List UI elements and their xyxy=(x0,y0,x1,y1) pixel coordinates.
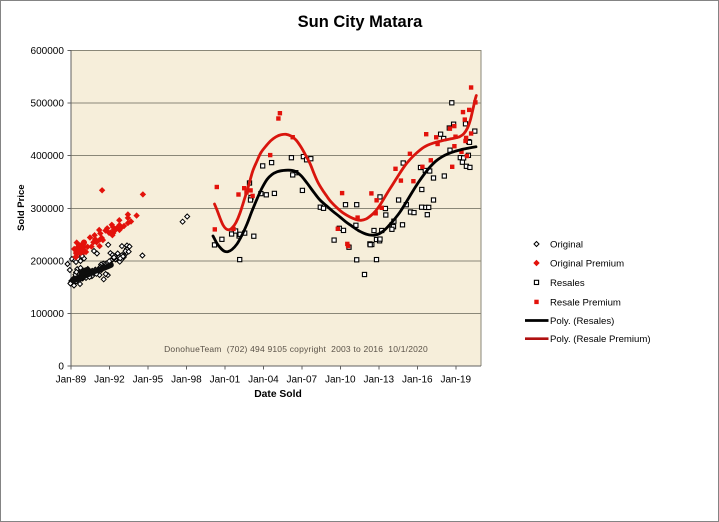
svg-text:Jan-16: Jan-16 xyxy=(402,375,433,386)
svg-text:600000: 600000 xyxy=(31,46,65,57)
svg-text:Jan-07: Jan-07 xyxy=(287,375,318,386)
svg-text:Sun City Matara: Sun City Matara xyxy=(298,13,424,31)
svg-text:400000: 400000 xyxy=(31,151,65,162)
svg-text:Jan-04: Jan-04 xyxy=(248,375,279,386)
svg-text:Sold Price: Sold Price xyxy=(16,184,27,230)
svg-text:Resales: Resales xyxy=(550,278,585,289)
svg-text:Poly. (Resales): Poly. (Resales) xyxy=(550,316,614,327)
svg-text:Jan-98: Jan-98 xyxy=(171,375,202,386)
svg-text:200000: 200000 xyxy=(31,256,65,267)
svg-text:Jan-19: Jan-19 xyxy=(441,375,472,386)
svg-text:Resale Premium: Resale Premium xyxy=(550,297,621,308)
svg-text:Jan-01: Jan-01 xyxy=(210,375,241,386)
svg-text:Jan-89: Jan-89 xyxy=(56,375,87,386)
svg-text:Jan-95: Jan-95 xyxy=(133,375,164,386)
svg-text:500000: 500000 xyxy=(31,99,65,110)
svg-text:300000: 300000 xyxy=(31,204,65,215)
svg-text:Jan-13: Jan-13 xyxy=(364,375,395,386)
svg-text:Poly. (Resale Premium): Poly. (Resale Premium) xyxy=(550,334,651,345)
svg-text:0: 0 xyxy=(58,362,64,373)
svg-text:100000: 100000 xyxy=(31,309,65,320)
svg-text:Original: Original xyxy=(550,240,583,251)
svg-text:DonohueTeam (702) 494 9105 co: DonohueTeam (702) 494 9105 copyright 200… xyxy=(164,344,428,354)
svg-text:Jan-92: Jan-92 xyxy=(94,375,125,386)
svg-text:Original Premium: Original Premium xyxy=(550,259,624,270)
svg-text:Date Sold: Date Sold xyxy=(254,389,302,400)
svg-text:Jan-10: Jan-10 xyxy=(325,375,356,386)
